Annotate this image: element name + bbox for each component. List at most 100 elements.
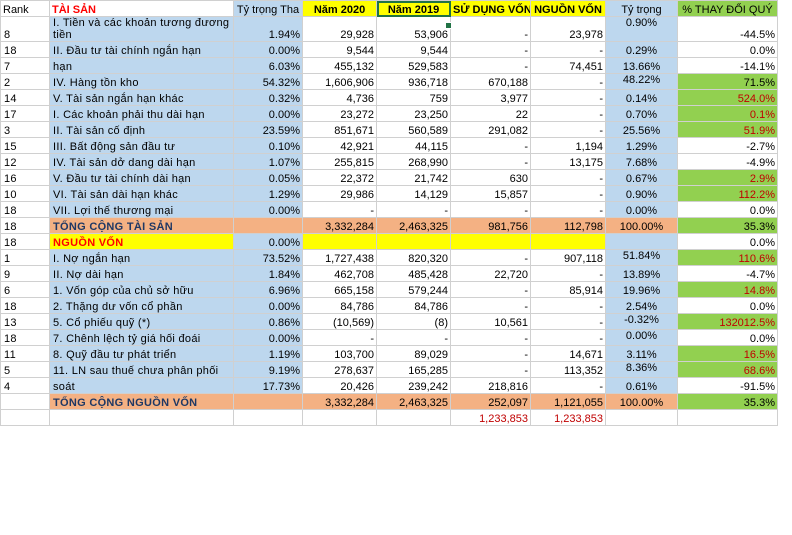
cell-y2020[interactable]: 1,606,906 bbox=[302, 73, 377, 90]
cell-chg[interactable]: 110.6% bbox=[677, 249, 778, 266]
cell-pct[interactable]: 19.96% bbox=[605, 281, 678, 298]
cell-rank[interactable]: 6 bbox=[0, 281, 50, 298]
cell-y2019[interactable]: 820,320 bbox=[376, 249, 451, 266]
footer-nv-total[interactable]: 1,233,853 bbox=[530, 409, 606, 426]
cell-nv[interactable]: - bbox=[530, 329, 606, 346]
cell-sdv[interactable]: 291,082 bbox=[450, 121, 531, 138]
cell-sdv[interactable] bbox=[450, 233, 531, 250]
cell-chg[interactable]: -14.1% bbox=[677, 57, 778, 74]
cell-pct[interactable]: 0.70% bbox=[605, 105, 678, 122]
cell-y2020[interactable]: 23,272 bbox=[302, 105, 377, 122]
cell-nv[interactable]: - bbox=[530, 185, 606, 202]
cell-rank[interactable]: 11 bbox=[0, 345, 50, 362]
cell-chg[interactable]: -2.7% bbox=[677, 137, 778, 154]
cell-sdv[interactable]: - bbox=[450, 41, 531, 58]
cell-name[interactable]: IV. Tài sản dở dang dài hạn bbox=[49, 153, 234, 170]
cell-y2019[interactable]: 268,990 bbox=[376, 153, 451, 170]
cell-tt[interactable]: 9.19% bbox=[233, 361, 303, 378]
cell-y2020[interactable]: 455,132 bbox=[302, 57, 377, 74]
cell-rank[interactable]: 18 bbox=[0, 41, 50, 58]
cell-y2020[interactable]: 3,332,284 bbox=[302, 393, 377, 410]
cell-pct[interactable]: 0.90% bbox=[605, 185, 678, 202]
cell-chg[interactable]: 0.0% bbox=[677, 233, 778, 250]
cell-rank[interactable]: 15 bbox=[0, 137, 50, 154]
cell-y2019[interactable]: 165,285 bbox=[376, 361, 451, 378]
cell-y2020[interactable]: 103,700 bbox=[302, 345, 377, 362]
cell-name[interactable]: I. Nợ ngắn hạn bbox=[49, 249, 234, 266]
cell-pct[interactable]: 0.90% bbox=[605, 16, 678, 42]
cell-nv[interactable]: - bbox=[530, 265, 606, 282]
cell-rank[interactable]: 18 bbox=[0, 329, 50, 346]
cell-y2019[interactable]: 2,463,325 bbox=[376, 217, 451, 234]
cell-tt[interactable]: 0.32% bbox=[233, 89, 303, 106]
cell-chg[interactable]: 132012.5% bbox=[677, 313, 778, 330]
cell-name[interactable]: IV. Hàng tồn kho bbox=[49, 73, 234, 90]
cell-y2020[interactable]: 255,815 bbox=[302, 153, 377, 170]
cell-nv[interactable]: 14,671 bbox=[530, 345, 606, 362]
cell-sdv[interactable]: 22,720 bbox=[450, 265, 531, 282]
cell-sdv[interactable]: 3,977 bbox=[450, 89, 531, 106]
cell-y2020[interactable]: 462,708 bbox=[302, 265, 377, 282]
cell-rank[interactable]: 10 bbox=[0, 185, 50, 202]
cell-y2019[interactable] bbox=[376, 233, 451, 250]
cell-tt[interactable]: 1.94% bbox=[233, 16, 303, 42]
cell-name[interactable]: II. Đầu tư tài chính ngắn hạn bbox=[49, 41, 234, 58]
cell-rank[interactable] bbox=[0, 393, 50, 410]
cell-chg[interactable]: 35.3% bbox=[677, 217, 778, 234]
cell-tt[interactable]: 0.00% bbox=[233, 41, 303, 58]
cell-nv[interactable]: 1,121,055 bbox=[530, 393, 606, 410]
cell-name[interactable]: 11. LN sau thuế chưa phân phối bbox=[49, 361, 234, 378]
cell-name[interactable]: V. Đầu tư tài chính dài hạn bbox=[49, 169, 234, 186]
cell-y2020[interactable]: 665,158 bbox=[302, 281, 377, 298]
cell-y2019[interactable]: 14,129 bbox=[376, 185, 451, 202]
cell-sdv[interactable]: - bbox=[450, 16, 531, 42]
cell-sdv[interactable]: - bbox=[450, 137, 531, 154]
cell-y2019[interactable]: 529,583 bbox=[376, 57, 451, 74]
cell-rank[interactable]: 18 bbox=[0, 297, 50, 314]
cell-sdv[interactable]: - bbox=[450, 249, 531, 266]
cell-rank[interactable]: 17 bbox=[0, 105, 50, 122]
cell-y2020[interactable] bbox=[302, 233, 377, 250]
cell-y2020[interactable]: 851,671 bbox=[302, 121, 377, 138]
cell-name[interactable]: 1. Vốn góp của chủ sở hữu bbox=[49, 281, 234, 298]
cell-pct[interactable]: 7.68% bbox=[605, 153, 678, 170]
cell-nv[interactable]: - bbox=[530, 121, 606, 138]
cell-rank[interactable]: 12 bbox=[0, 153, 50, 170]
cell-nv[interactable]: 113,352 bbox=[530, 361, 606, 378]
cell-y2019[interactable]: 21,742 bbox=[376, 169, 451, 186]
cell-tt[interactable]: 23.59% bbox=[233, 121, 303, 138]
cell-y2019[interactable]: 9,544 bbox=[376, 41, 451, 58]
cell-y2019[interactable]: 759 bbox=[376, 89, 451, 106]
cell-tt[interactable] bbox=[233, 217, 303, 234]
header-nam-2019[interactable]: Năm 2019 bbox=[376, 0, 451, 17]
cell-chg[interactable]: 35.3% bbox=[677, 393, 778, 410]
cell-sdv[interactable]: - bbox=[450, 361, 531, 378]
header-ty-trong-tha[interactable]: Tỷ trọng Tha bbox=[233, 0, 303, 17]
cell-nv[interactable]: - bbox=[530, 201, 606, 218]
cell-tt[interactable]: 0.00% bbox=[233, 201, 303, 218]
cell-y2019[interactable]: 84,786 bbox=[376, 297, 451, 314]
cell-tt[interactable]: 0.05% bbox=[233, 169, 303, 186]
header-tai-san[interactable]: TÀI SẢN bbox=[49, 0, 234, 17]
header-rank[interactable]: Rank bbox=[0, 0, 50, 17]
cell-nv[interactable]: - bbox=[530, 41, 606, 58]
cell-chg[interactable]: 16.5% bbox=[677, 345, 778, 362]
cell-sdv[interactable]: 22 bbox=[450, 105, 531, 122]
cell-name[interactable]: 2. Thặng dư vốn cổ phần bbox=[49, 297, 234, 314]
cell-name[interactable]: TỔNG CỘNG TÀI SẢN bbox=[49, 217, 234, 234]
cell-tt[interactable]: 73.52% bbox=[233, 249, 303, 266]
cell-tt[interactable]: 17.73% bbox=[233, 377, 303, 394]
cell-chg[interactable]: 524.0% bbox=[677, 89, 778, 106]
cell-y2020[interactable]: 84,786 bbox=[302, 297, 377, 314]
header-nam-2020[interactable]: Năm 2020 bbox=[302, 0, 377, 17]
cell-chg[interactable]: 71.5% bbox=[677, 73, 778, 90]
cell-pct[interactable]: 48.22% bbox=[605, 73, 678, 90]
cell-rank[interactable]: 1 bbox=[0, 249, 50, 266]
cell-chg[interactable]: 51.9% bbox=[677, 121, 778, 138]
cell-rank[interactable]: 4 bbox=[0, 377, 50, 394]
cell-y2019[interactable]: 53,906 bbox=[376, 16, 451, 42]
cell-y2020[interactable]: 22,372 bbox=[302, 169, 377, 186]
cell-sdv[interactable]: - bbox=[450, 297, 531, 314]
cell-pct[interactable]: 0.00% bbox=[605, 329, 678, 346]
cell-name[interactable]: II. Nợ dài hạn bbox=[49, 265, 234, 282]
